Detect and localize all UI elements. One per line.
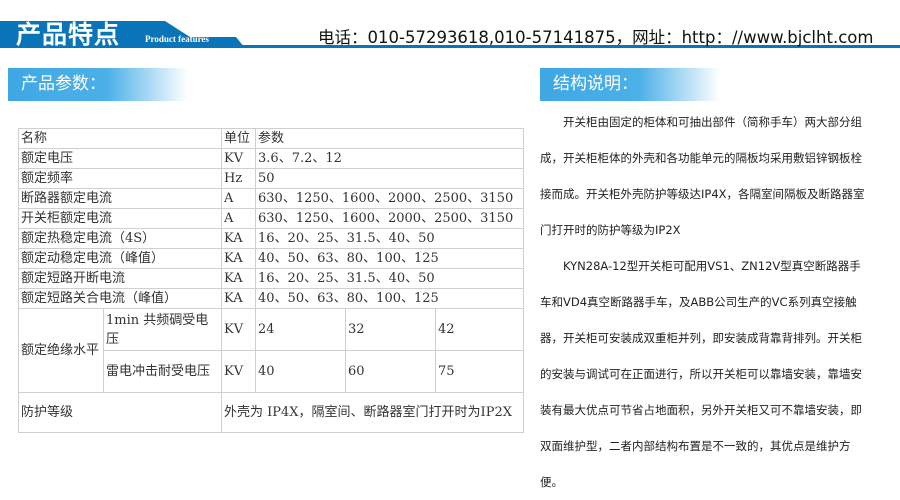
- row-unit: KA: [221, 248, 257, 269]
- sub-name: 1min 共频碉受电压: [102, 308, 223, 351]
- row-unit: A: [221, 208, 257, 229]
- value: 75: [435, 350, 525, 393]
- table-row: 额定频率 Hz 50: [17, 168, 525, 189]
- row-value: 3.6、7.2、12: [255, 148, 525, 169]
- header-banner: [0, 21, 245, 48]
- row-value: 50: [255, 168, 525, 189]
- table-row: 额定热稳定电流（4S） KA 16、20、25、31.5、40、50: [17, 228, 525, 249]
- row-name: 额定热稳定电流（4S）: [17, 228, 223, 249]
- table-row: 额定电压 KV 3.6、7.2、12: [17, 148, 525, 169]
- table-row: 额定绝缘水平 1min 共频碉受电压 KV 24 32 42: [18, 308, 525, 393]
- value: 42: [435, 308, 525, 351]
- row-name: 断路器额定电流: [17, 188, 223, 209]
- row-name: 额定短路开断电流: [17, 268, 223, 289]
- row-name: 额定频率: [17, 168, 223, 189]
- sub-name: 雷电冲击耐受电压: [102, 350, 223, 393]
- col-value: 参数: [255, 128, 525, 149]
- row-value: 16、20、25、31.5、40、50: [255, 268, 525, 289]
- row-value: 630、1250、1600、2000、2500、3150: [255, 208, 525, 229]
- protection-name: 防护等级: [17, 392, 223, 433]
- page-subtitle: Product features: [145, 34, 209, 44]
- table-header-row: 名称 单位 参数: [17, 128, 525, 149]
- banner-shape: [0, 21, 245, 48]
- row-name: 额定短路关合电流（峰值）: [17, 288, 223, 309]
- row-name: 开关柜额定电流: [17, 208, 223, 229]
- table-row: 额定动稳定电流（峰值） KA 40、50、63、80、100、125: [17, 248, 525, 269]
- contact-info: 电话：010-57293618,010-57141875，网址：http：//w…: [318, 28, 874, 47]
- row-name: 额定动稳定电流（峰值）: [17, 248, 223, 269]
- params-heading: 产品参数：: [8, 68, 188, 101]
- row-value: 40、50、63、80、100、125: [255, 288, 525, 309]
- table-row: 额定短路关合电流（峰值） KA 40、50、63、80、100、125: [17, 288, 525, 309]
- col-name: 名称: [17, 128, 223, 149]
- header-line: [0, 45, 900, 48]
- row-value: 40、50、63、80、100、125: [255, 248, 525, 269]
- paragraph: KYN28A-12型开关柜可配用VS1、ZN12V型真空断路器手车和VD4真空断…: [540, 259, 862, 489]
- table-row: 防护等级 外壳为 IP4X，隔室间、断路器室门打开时为IP2X: [17, 392, 525, 433]
- table-row: 开关柜额定电流 A 630、1250、1600、2000、2500、3150: [17, 208, 525, 229]
- protection-value: 外壳为 IP4X，隔室间、断路器室门打开时为IP2X: [221, 392, 525, 433]
- table-row: 额定短路开断电流 KA 16、20、25、31.5、40、50: [17, 268, 525, 289]
- table-row: 雷电冲击耐受电压 KV 40 60 75: [19, 350, 525, 393]
- value: 60: [345, 350, 437, 393]
- value: 40: [255, 350, 347, 393]
- structure-heading: 结构说明：: [540, 68, 720, 101]
- row-unit: Hz: [221, 168, 257, 189]
- row-name: 额定电压: [17, 148, 223, 169]
- row-value: 16、20、25、31.5、40、50: [255, 228, 525, 249]
- unit: KV: [221, 308, 257, 351]
- page-title: 产品特点: [16, 20, 121, 49]
- structure-description: 开关柜由固定的柜体和可抽出部件（简称手车）两大部分组成，开关柜柜体的外壳和各功能…: [540, 104, 870, 500]
- paragraph: 开关柜由固定的柜体和可抽出部件（简称手车）两大部分组成，开关柜柜体的外壳和各功能…: [540, 115, 865, 237]
- row-value: 630、1250、1600、2000、2500、3150: [255, 188, 525, 209]
- row-unit: KV: [221, 148, 257, 169]
- params-table: 名称 单位 参数 额定电压 KV 3.6、7.2、12 额定频率 Hz 50 断路器额定电流…: [17, 128, 525, 433]
- col-unit: 单位: [221, 128, 257, 149]
- row-unit: KA: [221, 268, 257, 289]
- row-unit: KA: [221, 288, 257, 309]
- value: 32: [345, 308, 437, 351]
- unit: KV: [221, 350, 257, 393]
- value: 24: [255, 308, 347, 351]
- row-unit: KA: [221, 228, 257, 249]
- table-row: 断路器额定电流 A 630、1250、1600、2000、2500、3150: [17, 188, 525, 209]
- insulation-name: 额定绝缘水平: [18, 308, 104, 393]
- row-unit: A: [221, 188, 257, 209]
